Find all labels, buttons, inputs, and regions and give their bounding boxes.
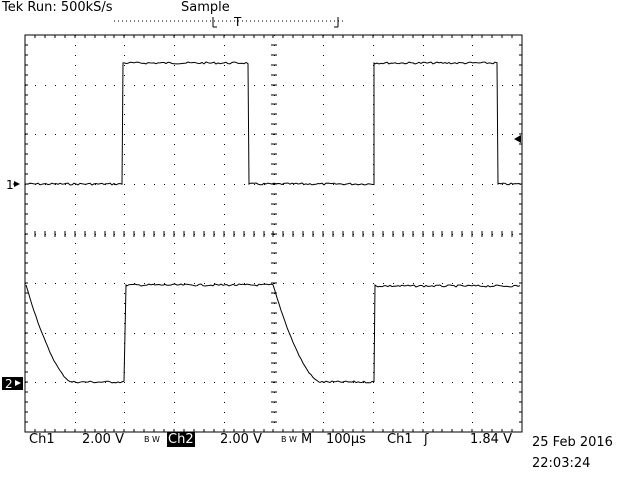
trigger-marker: T: [233, 15, 242, 29]
ch1-waveform: [25, 61, 522, 186]
ch2-scale: 2.00 V: [220, 432, 262, 447]
ch1-bandwidth-limit: B W: [144, 435, 160, 444]
trigger-slope-icon: ʃ: [424, 432, 429, 447]
timestamp-time: 22:03:24: [532, 456, 591, 471]
trigger-position-bracket: T: [114, 15, 345, 29]
timebase-label: M: [301, 432, 313, 447]
ch2-waveform: [25, 283, 521, 384]
timebase-value: 100µs: [326, 432, 366, 447]
ch2-ground-marker: 2: [2, 377, 23, 391]
ch1-readout: Ch1: [29, 432, 55, 447]
acquisition-status: Tek Run: 500kS/s: [2, 0, 113, 15]
acquisition-mode: Sample: [181, 0, 230, 15]
timestamp-date: 25 Feb 2016: [532, 435, 613, 450]
ch2-readout: Ch2: [167, 432, 195, 447]
svg-text:1: 1: [6, 178, 14, 192]
ch2-bandwidth-limit: B W: [281, 435, 297, 444]
ch1-ground-marker: 1: [6, 178, 20, 192]
graticule-grid: [24, 34, 522, 432]
arrow-right-icon: [15, 380, 21, 386]
ch1-scale: 2.00 V: [82, 432, 124, 447]
svg-text:2: 2: [5, 377, 13, 391]
arrow-left-icon: [514, 135, 521, 143]
trigger-level: 1.84 V: [470, 432, 512, 447]
trigger-source: Ch1: [387, 432, 413, 447]
